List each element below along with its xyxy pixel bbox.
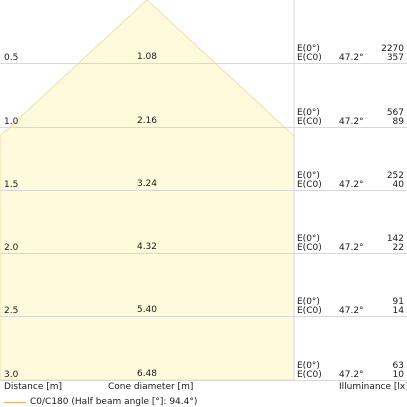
cone-diameter-value: 4.32 <box>136 242 158 252</box>
half-beam-angle-value: 47.2° <box>339 180 364 190</box>
cone-diameter-value: 1.08 <box>136 52 158 62</box>
distance-value: 1.0 <box>4 117 19 127</box>
distance-value: 3.0 <box>4 370 19 380</box>
illuminance-e0-value: 252 <box>386 171 404 181</box>
cone-diameter-value: 6.48 <box>136 369 158 379</box>
illuminance-e0-value: 91 <box>392 297 404 307</box>
half-beam-angle-value: 47.2° <box>339 117 364 127</box>
distance-value: 2.0 <box>4 243 19 253</box>
illuminance-axis-label: Illuminance [lx] <box>339 382 407 392</box>
distance-value: 1.5 <box>4 180 19 190</box>
half-beam-angle-value: 47.2° <box>339 53 364 63</box>
e0-label: E(0°) <box>297 297 320 307</box>
ec0-label: E(C0) <box>297 306 322 316</box>
illuminance-ec0-value: 22 <box>392 243 404 253</box>
ec0-label: E(C0) <box>297 117 322 127</box>
cone-diameter-axis-label: Cone diameter [m] <box>108 382 194 392</box>
cone-diameter-value: 5.40 <box>136 305 158 315</box>
illuminance-e0-value: 142 <box>386 234 404 244</box>
e0-label: E(0°) <box>297 44 320 54</box>
illuminance-ec0-value: 40 <box>392 180 404 190</box>
illuminance-ec0-value: 89 <box>392 117 404 127</box>
ec0-label: E(C0) <box>297 53 322 63</box>
illuminance-e0-value: 63 <box>392 361 404 371</box>
half-beam-angle-value: 47.2° <box>339 370 364 380</box>
cone-diameter-value: 2.16 <box>136 116 158 126</box>
cone-diameter-value: 3.24 <box>136 179 158 189</box>
illuminance-e0-value: 567 <box>386 108 404 118</box>
ec0-label: E(C0) <box>297 243 322 253</box>
ec0-label: E(C0) <box>297 370 322 380</box>
half-beam-angle-value: 47.2° <box>339 306 364 316</box>
e0-label: E(0°) <box>297 108 320 118</box>
distance-value: 2.5 <box>4 306 19 316</box>
illuminance-ec0-value: 14 <box>392 306 404 316</box>
e0-label: E(0°) <box>297 171 320 181</box>
e0-label: E(0°) <box>297 234 320 244</box>
ec0-label: E(C0) <box>297 180 322 190</box>
e0-label: E(0°) <box>297 361 320 371</box>
grid-lines <box>0 63 407 381</box>
illuminance-ec0-value: 357 <box>386 53 404 63</box>
distance-value: 0.5 <box>4 53 19 63</box>
legend-text: C0/C180 (Half beam angle [°]: 94.4°) <box>30 397 198 407</box>
distance-axis-label: Distance [m] <box>4 382 63 392</box>
half-beam-angle-value: 47.2° <box>339 243 364 253</box>
illuminance-e0-value: 2270 <box>381 44 404 54</box>
illuminance-ec0-value: 10 <box>392 370 404 380</box>
